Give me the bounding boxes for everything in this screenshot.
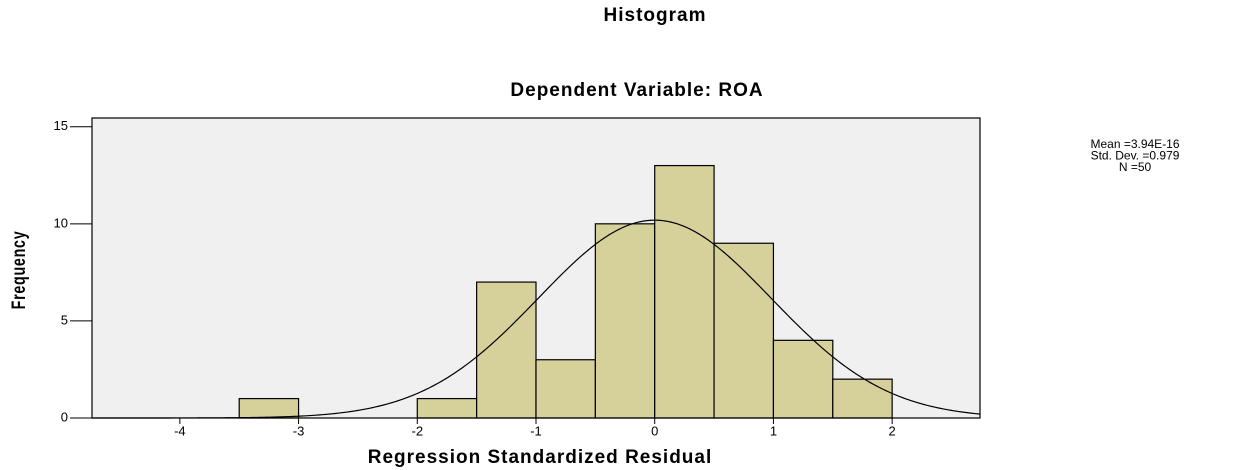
y-tick-label: 0 xyxy=(61,409,68,424)
x-tick-label: -3 xyxy=(293,423,305,438)
bar xyxy=(594,223,656,419)
x-axis-title: Regression Standardized Residual xyxy=(368,447,713,468)
y-tick-label: 15 xyxy=(54,118,68,133)
x-tick-label: 0 xyxy=(651,423,658,438)
stat-label: N =50 xyxy=(1119,160,1152,174)
bar xyxy=(535,359,596,419)
bar xyxy=(713,242,775,419)
stat-label: Mean =3.94E-16 xyxy=(1090,137,1179,151)
y-tick-label: 5 xyxy=(61,312,68,327)
x-tick-label: -2 xyxy=(412,423,424,438)
bar xyxy=(654,164,715,419)
bar xyxy=(476,281,537,419)
y-tick-label: 10 xyxy=(54,215,68,230)
x-tick-label: -1 xyxy=(530,423,542,438)
x-tick-label: 2 xyxy=(889,423,896,438)
x-tick-label: 1 xyxy=(770,423,777,438)
y-axis-title: Frequency xyxy=(8,231,29,310)
bar xyxy=(772,339,834,419)
bar xyxy=(416,397,478,419)
chart-title: Histogram xyxy=(604,5,707,26)
stat-label: Std. Dev. =0.979 xyxy=(1091,149,1180,163)
chart-subtitle: Dependent Variable: ROA xyxy=(510,80,763,101)
bar xyxy=(238,397,300,419)
bar xyxy=(832,378,893,419)
x-tick-label: -4 xyxy=(174,423,186,438)
